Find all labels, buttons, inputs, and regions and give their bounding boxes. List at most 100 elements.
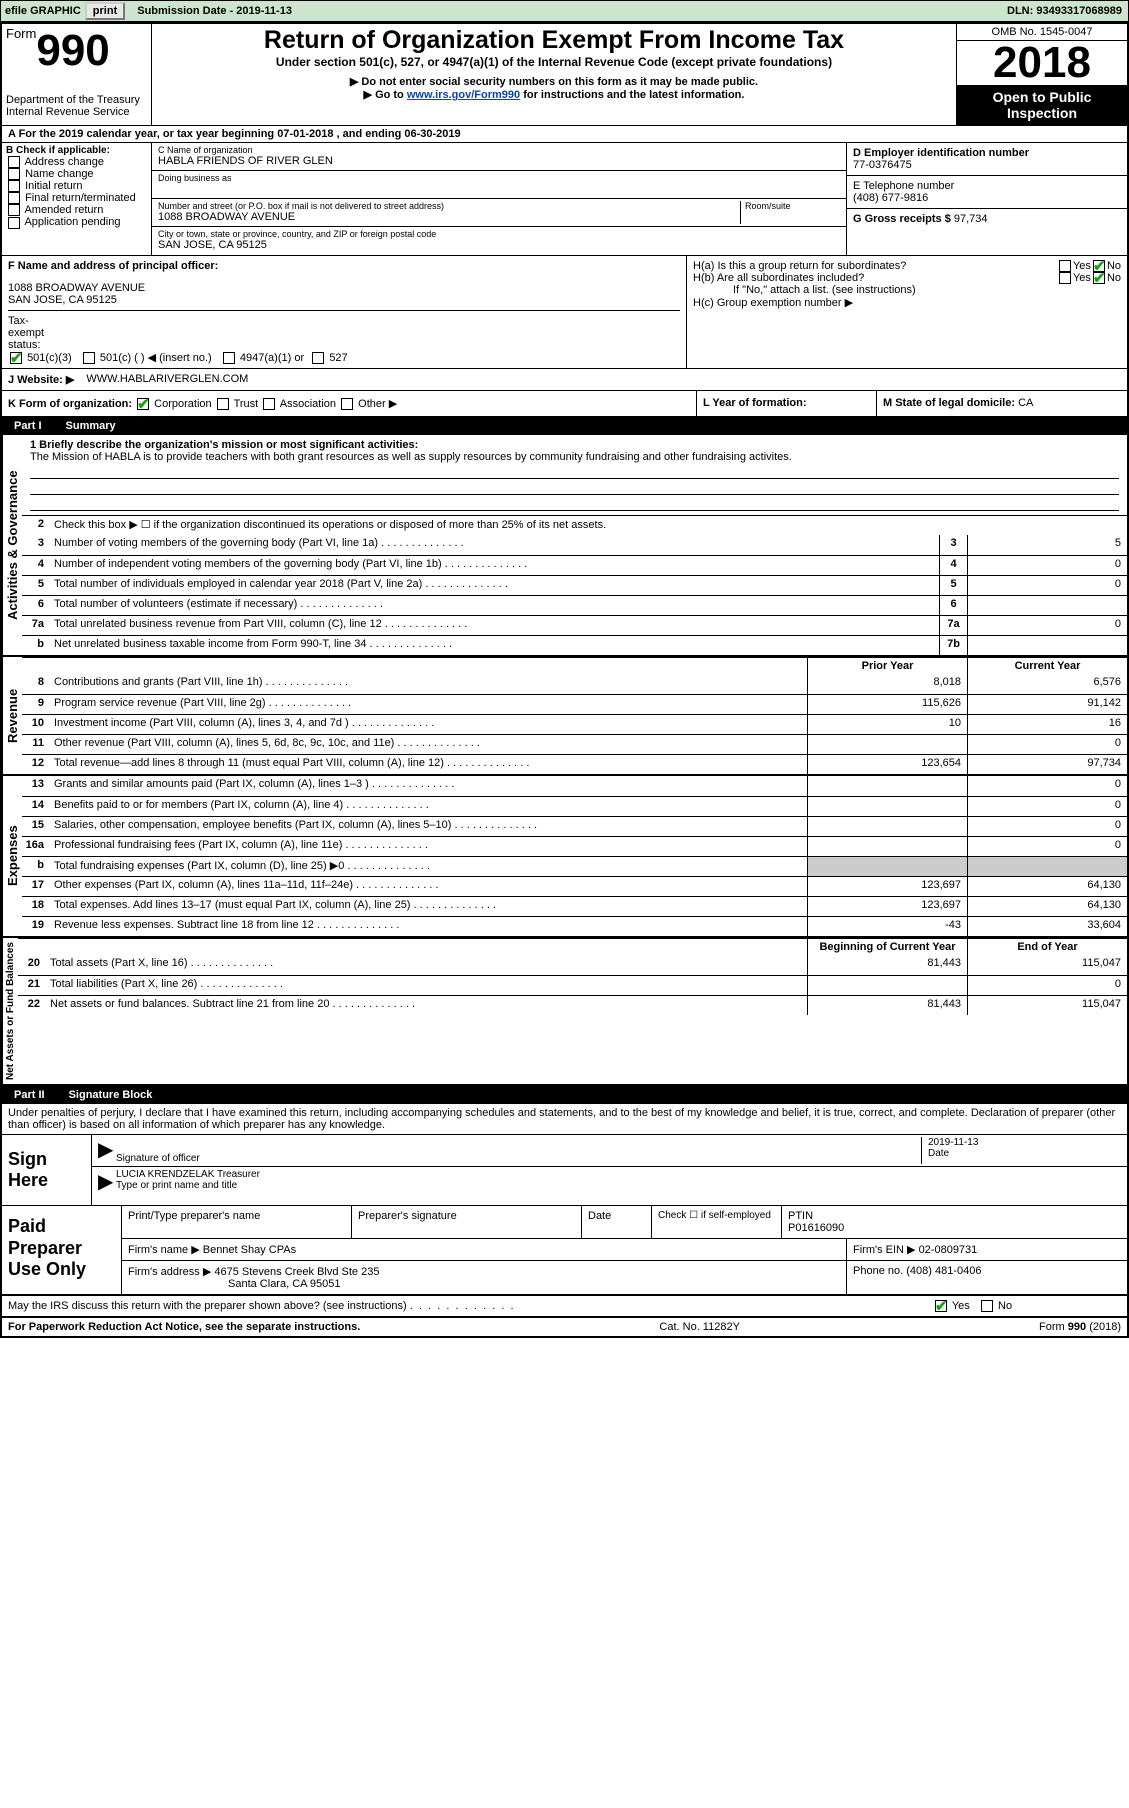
irs-label: Internal Revenue Service — [6, 106, 147, 118]
dln: DLN: 93493317068989 — [1007, 5, 1128, 17]
box-m: M State of legal domicile: CA — [877, 391, 1127, 416]
note-link: ▶ Go to www.irs.gov/Form990 for instruct… — [158, 88, 950, 101]
hc-line: H(c) Group exemption number ▶ — [693, 296, 1121, 309]
chk-501c3[interactable] — [10, 352, 22, 364]
paid-prep-label: Paid Preparer Use Only — [2, 1206, 122, 1294]
line-row: 8 Contributions and grants (Part VIII, l… — [22, 674, 1127, 694]
chk-amended[interactable]: Amended return — [6, 204, 147, 216]
line-row: 4 Number of independent voting members o… — [22, 555, 1127, 575]
j-row: J Website: ▶ WWW.HABLARIVERGLEN.COM — [2, 369, 1127, 391]
form-header: Form990 Department of the Treasury Inter… — [2, 24, 1127, 126]
open-public-badge: Open to Public Inspection — [957, 85, 1127, 125]
side-expenses: Expenses — [2, 776, 22, 936]
line-row: 13 Grants and similar amounts paid (Part… — [22, 776, 1127, 796]
klm-row: K Form of organization: Corporation Trus… — [2, 391, 1127, 417]
form-subtitle: Under section 501(c), 527, or 4947(a)(1)… — [158, 55, 950, 69]
fgh-row: F Name and address of principal officer:… — [2, 256, 1127, 369]
line-row: 17 Other expenses (Part IX, column (A), … — [22, 876, 1127, 896]
ha-yes[interactable] — [1059, 260, 1071, 272]
submission-date: Submission Date - 2019-11-13 — [129, 5, 300, 17]
gross-receipts: G Gross receipts $ 97,734 — [847, 209, 1127, 237]
org-name: HABLA FRIENDS OF RIVER GLEN — [158, 155, 840, 167]
discuss-yes[interactable] — [935, 1300, 947, 1312]
line-row: 18 Total expenses. Add lines 13–17 (must… — [22, 896, 1127, 916]
instructions-link[interactable]: www.irs.gov/Form990 — [407, 89, 520, 101]
firm-phone: (408) 481-0406 — [906, 1265, 981, 1277]
line-row: 7a Total unrelated business revenue from… — [22, 615, 1127, 635]
print-button[interactable]: print — [85, 2, 125, 20]
chk-corp[interactable] — [137, 398, 149, 410]
efile-label: efile GRAPHIC — [1, 5, 85, 17]
year-header-rev: Prior Year Current Year — [22, 657, 1127, 674]
mission-text: The Mission of HABLA is to provide teach… — [30, 451, 1119, 463]
top-bar: efile GRAPHIC print Submission Date - 20… — [0, 0, 1129, 22]
box-k: K Form of organization: Corporation Trus… — [2, 391, 697, 416]
line-row: 5 Total number of individuals employed i… — [22, 575, 1127, 595]
org-city: SAN JOSE, CA 95125 — [158, 239, 840, 251]
chk-initial[interactable]: Initial return — [6, 180, 147, 192]
line-row: 6 Total number of volunteers (estimate i… — [22, 595, 1127, 615]
part1-header: Part I Summary — [2, 417, 1127, 435]
website: WWW.HABLARIVERGLEN.COM — [80, 369, 254, 390]
chk-4947[interactable] — [223, 352, 235, 364]
box-deg: D Employer identification number 77-0376… — [847, 143, 1127, 255]
footer: For Paperwork Reduction Act Notice, see … — [2, 1318, 1127, 1336]
paid-preparer-block: Paid Preparer Use Only Print/Type prepar… — [2, 1206, 1127, 1296]
chk-other[interactable] — [341, 398, 353, 410]
officer-name: LUCIA KRENDZELAK Treasurer — [116, 1169, 1121, 1180]
note-ssn: ▶ Do not enter social security numbers o… — [158, 75, 950, 88]
line-row: 9 Program service revenue (Part VIII, li… — [22, 694, 1127, 714]
ein: 77-0376475 — [853, 159, 1121, 171]
box-c: C Name of organization HABLA FRIENDS OF … — [152, 143, 847, 255]
line-row: 22 Net assets or fund balances. Subtract… — [18, 995, 1127, 1015]
line-row: b Net unrelated business taxable income … — [22, 635, 1127, 655]
line-row: 15 Salaries, other compensation, employe… — [22, 816, 1127, 836]
firm-name: Bennet Shay CPAs — [203, 1244, 296, 1256]
chk-assoc[interactable] — [263, 398, 275, 410]
header-mid: Return of Organization Exempt From Incom… — [152, 24, 957, 125]
chk-trust[interactable] — [217, 398, 229, 410]
arrow-icon: ▶ — [98, 1169, 116, 1194]
firm-ein: 02-0809731 — [919, 1244, 978, 1256]
discuss-no[interactable] — [981, 1300, 993, 1312]
ptin: P01616090 — [788, 1222, 844, 1234]
footer-right: Form 990 (2018) — [1039, 1321, 1121, 1333]
tax-exempt-label: Tax-exempt status: — [8, 315, 38, 351]
line-row: 19 Revenue less expenses. Subtract line … — [22, 916, 1127, 936]
dept-label: Department of the Treasury — [6, 94, 147, 106]
line-row: 14 Benefits paid to or for members (Part… — [22, 796, 1127, 816]
form-frame: Form990 Department of the Treasury Inter… — [0, 22, 1129, 1338]
line-row: 12 Total revenue—add lines 8 through 11 … — [22, 754, 1127, 774]
penalty-text: Under penalties of perjury, I declare th… — [2, 1104, 1127, 1135]
tax-exempt-row: 501(c)(3) 501(c) ( ) ◀ (insert no.) 4947… — [8, 351, 680, 364]
firm-addr1: 4675 Stevens Creek Blvd Ste 235 — [214, 1266, 379, 1278]
chk-501c[interactable] — [83, 352, 95, 364]
line-a: A For the 2019 calendar year, or tax yea… — [2, 126, 1127, 143]
chk-pending[interactable]: Application pending — [6, 216, 147, 228]
line-row: 16a Professional fundraising fees (Part … — [22, 836, 1127, 856]
box-h: H(a) Is this a group return for subordin… — [687, 256, 1127, 368]
section-governance: Activities & Governance 1 Briefly descri… — [2, 435, 1127, 657]
firm-addr2: Santa Clara, CA 95051 — [128, 1278, 341, 1290]
phone: (408) 677-9816 — [853, 192, 1121, 204]
box-l: L Year of formation: — [697, 391, 877, 416]
org-street: 1088 BROADWAY AVENUE — [158, 211, 740, 223]
hb-yes[interactable] — [1059, 272, 1071, 284]
form-title: Return of Organization Exempt From Incom… — [158, 26, 950, 55]
side-netassets: Net Assets or Fund Balances — [2, 938, 18, 1084]
hb-no[interactable] — [1093, 272, 1105, 284]
chk-address[interactable]: Address change — [6, 156, 147, 168]
chk-name[interactable]: Name change — [6, 168, 147, 180]
section-revenue: Revenue Prior Year Current Year 8 Contri… — [2, 657, 1127, 776]
address-block: B Check if applicable: Address change Na… — [2, 143, 1127, 256]
footer-mid: Cat. No. 11282Y — [360, 1321, 1039, 1333]
footer-left: For Paperwork Reduction Act Notice, see … — [8, 1321, 360, 1333]
chk-final[interactable]: Final return/terminated — [6, 192, 147, 204]
chk-527[interactable] — [312, 352, 324, 364]
line-row: 11 Other revenue (Part VIII, column (A),… — [22, 734, 1127, 754]
year-header-net: Beginning of Current Year End of Year — [18, 938, 1127, 955]
line-row: b Total fundraising expenses (Part IX, c… — [22, 856, 1127, 876]
line-row: 21 Total liabilities (Part X, line 26) 0 — [18, 975, 1127, 995]
box-b: B Check if applicable: Address change Na… — [2, 143, 152, 255]
line-row: 3 Number of voting members of the govern… — [22, 535, 1127, 555]
